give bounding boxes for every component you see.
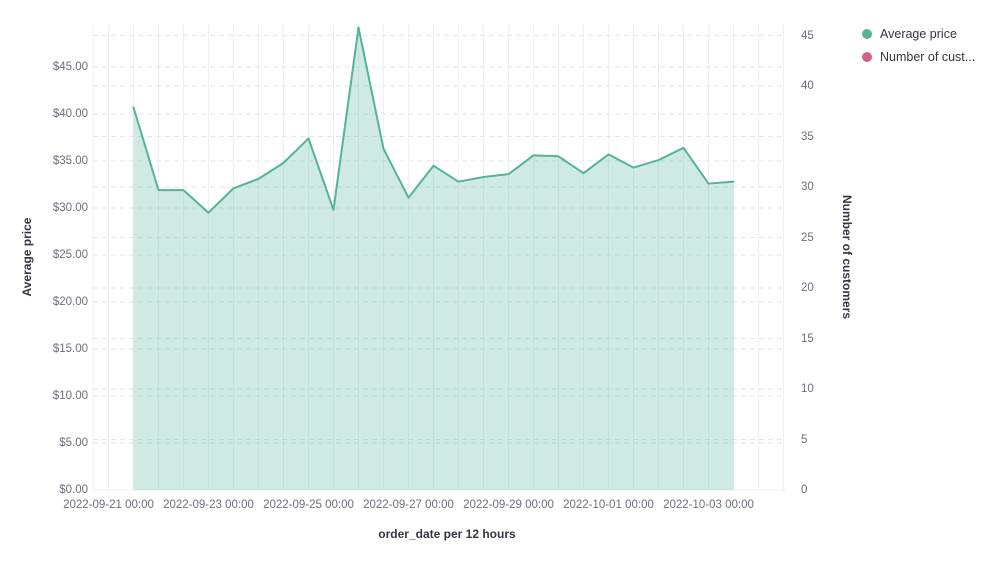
legend-label: Average price (880, 26, 957, 41)
series-line (132, 26, 735, 214)
series-dot-icon (862, 51, 872, 62)
series-dot-icon (862, 28, 872, 39)
legend-item-average-price[interactable]: Average price (862, 22, 975, 45)
legend-item-number-of-customers[interactable]: Number of cust... (862, 45, 975, 68)
series-area-fill (133, 27, 734, 491)
chart-legend: Average price Number of cust... (862, 22, 975, 68)
legend-label: Number of cust... (880, 49, 976, 64)
